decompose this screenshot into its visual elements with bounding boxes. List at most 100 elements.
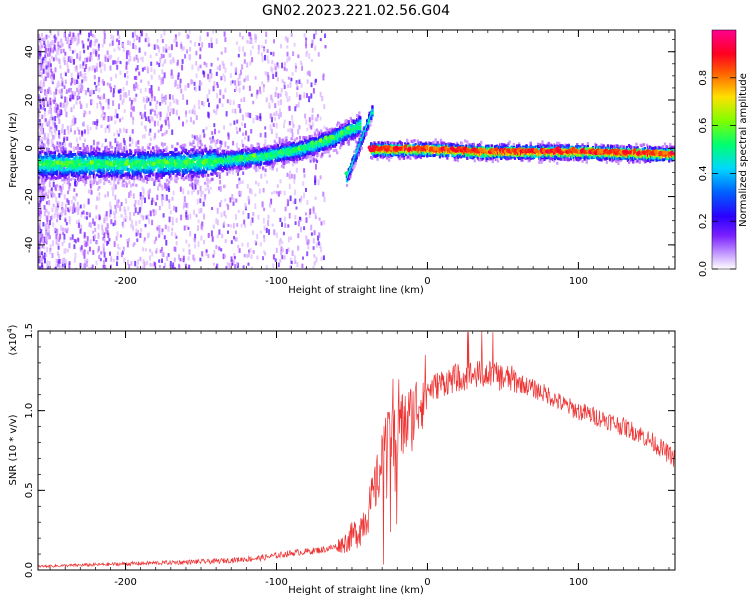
heatmap-noise-cell bbox=[38, 207, 41, 212]
heatmap-cell bbox=[88, 157, 91, 160]
heatmap-noise-cell bbox=[248, 199, 251, 205]
heatmap-noise-cell bbox=[79, 136, 82, 141]
heatmap-cell bbox=[182, 172, 186, 176]
heatmap-noise-cell bbox=[42, 185, 45, 192]
heatmap-noise-cell bbox=[42, 100, 45, 106]
heatmap-noise-cell bbox=[131, 129, 134, 134]
heatmap-noise-cell bbox=[210, 37, 213, 43]
heatmap-cell bbox=[220, 164, 224, 168]
heatmap-noise-cell bbox=[272, 123, 275, 128]
heatmap-noise-cell bbox=[134, 45, 137, 50]
heatmap-noise-cell bbox=[64, 262, 67, 268]
heatmap-noise-cell bbox=[220, 51, 223, 55]
heatmap-noise-cell bbox=[58, 118, 61, 124]
heatmap-cell bbox=[84, 174, 87, 178]
heatmap-noise-cell bbox=[262, 84, 265, 88]
heatmap-noise-cell bbox=[64, 96, 67, 103]
heatmap-noise-cell bbox=[247, 262, 250, 266]
heatmap-noise-cell bbox=[110, 116, 113, 121]
heatmap-noise-cell bbox=[170, 69, 173, 76]
heatmap-cell bbox=[213, 148, 216, 152]
heatmap-noise-cell bbox=[289, 128, 292, 133]
heatmap-noise-cell bbox=[87, 129, 90, 135]
heatmap-noise-cell bbox=[148, 218, 150, 224]
heatmap-noise-cell bbox=[255, 180, 257, 185]
heatmap-cell bbox=[164, 147, 168, 151]
heatmap-noise-cell bbox=[169, 101, 172, 107]
heatmap-noise-cell bbox=[38, 236, 41, 242]
heatmap-noise-cell bbox=[103, 63, 106, 69]
heatmap-noise-cell bbox=[54, 104, 57, 108]
heatmap-cell bbox=[100, 172, 103, 176]
heatmap-noise-cell bbox=[52, 99, 55, 103]
heatmap-cell bbox=[125, 166, 128, 170]
heatmap-noise-cell bbox=[205, 126, 208, 131]
heatmap-noise-cell bbox=[165, 130, 168, 134]
heatmap-noise-cell bbox=[93, 221, 96, 226]
heatmap-noise-cell bbox=[144, 104, 146, 110]
heatmap-noise-cell bbox=[154, 262, 157, 266]
heatmap-noise-cell bbox=[277, 64, 280, 69]
heatmap-noise-cell bbox=[280, 43, 282, 49]
heatmap-noise-cell bbox=[156, 61, 159, 65]
heatmap-noise-cell bbox=[38, 94, 40, 98]
heatmap-noise-cell bbox=[300, 94, 303, 100]
heatmap-noise-cell bbox=[147, 190, 150, 196]
heatmap-noise-cell bbox=[98, 214, 101, 221]
heatmap-noise-cell bbox=[222, 253, 225, 260]
heatmap-noise-cell bbox=[264, 173, 267, 177]
heatmap-noise-cell bbox=[60, 38, 63, 43]
heatmap-noise-cell bbox=[133, 203, 136, 208]
heatmap-noise-cell bbox=[57, 251, 59, 256]
heatmap-cell bbox=[169, 165, 172, 169]
heatmap-noise-cell bbox=[149, 109, 152, 115]
heatmap-noise-cell bbox=[297, 54, 300, 59]
heatmap-cell bbox=[109, 153, 113, 157]
heatmap-noise-cell bbox=[73, 202, 75, 209]
heatmap-noise-cell bbox=[294, 189, 296, 196]
heatmap-noise-cell bbox=[233, 253, 236, 258]
heatmap-noise-cell bbox=[147, 193, 150, 200]
heatmap-noise-cell bbox=[69, 56, 72, 62]
heatmap-cell bbox=[233, 163, 236, 167]
heatmap-cell bbox=[127, 169, 131, 173]
heatmap-noise-cell bbox=[149, 137, 152, 142]
heatmap-cell bbox=[249, 163, 252, 167]
heatmap-cell bbox=[84, 160, 87, 164]
heatmap-cell bbox=[195, 181, 198, 185]
heatmap-noise-cell bbox=[254, 193, 257, 197]
heatmap-noise-cell bbox=[122, 47, 125, 53]
heatmap-noise-cell bbox=[38, 131, 41, 138]
heatmap-noise-cell bbox=[134, 199, 137, 204]
heatmap-noise-cell bbox=[58, 187, 61, 192]
heatmap-noise-cell bbox=[186, 267, 189, 269]
heatmap-noise-cell bbox=[295, 65, 297, 69]
heatmap-noise-cell bbox=[68, 242, 71, 249]
heatmap-noise-cell bbox=[56, 214, 59, 219]
heatmap-noise-cell bbox=[113, 132, 116, 137]
heatmap-noise-cell bbox=[114, 109, 117, 115]
heatmap-noise-cell bbox=[114, 204, 117, 209]
heatmap-noise-cell bbox=[261, 45, 264, 49]
heatmap-noise-cell bbox=[164, 224, 167, 230]
heatmap-noise-cell bbox=[323, 196, 326, 203]
heatmap-cell bbox=[235, 169, 238, 173]
heatmap-cell bbox=[113, 171, 116, 174]
heatmap-noise-cell bbox=[128, 238, 130, 242]
heatmap-noise-cell bbox=[261, 55, 264, 62]
heatmap-noise-cell bbox=[242, 210, 245, 215]
heatmap-cell bbox=[204, 149, 208, 153]
heatmap-cell bbox=[164, 168, 168, 172]
heatmap-noise-cell bbox=[277, 262, 280, 268]
heatmap-noise-cell bbox=[324, 45, 327, 49]
heatmap-noise-cell bbox=[45, 201, 48, 205]
heatmap-noise-cell bbox=[114, 184, 117, 190]
heatmap-noise-cell bbox=[291, 250, 294, 256]
heatmap-noise-cell bbox=[224, 141, 227, 148]
heatmap-noise-cell bbox=[283, 119, 286, 124]
heatmap-cell bbox=[146, 151, 150, 155]
heatmap-noise-cell bbox=[257, 44, 260, 51]
heatmap-noise-cell bbox=[74, 35, 77, 42]
heatmap-noise-cell bbox=[157, 152, 160, 156]
heatmap-cell bbox=[147, 157, 151, 161]
